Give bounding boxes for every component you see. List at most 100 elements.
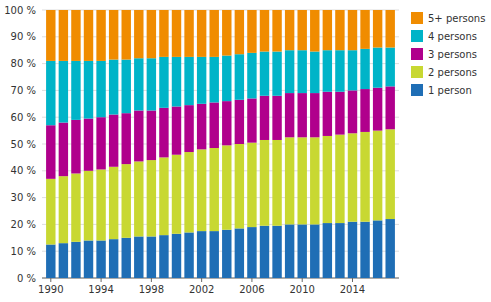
legend: 5+ persons4 persons3 persons2 persons1 p… xyxy=(411,12,485,96)
bar-segment xyxy=(59,123,68,177)
legend-swatch xyxy=(411,48,423,60)
bar-segment xyxy=(323,136,332,223)
legend-swatch xyxy=(411,30,423,42)
bar-segment xyxy=(335,92,344,135)
legend-label: 4 persons xyxy=(428,31,477,42)
bar-segment xyxy=(260,140,269,226)
legend-label: 5+ persons xyxy=(428,13,485,24)
y-tick-label: 0 % xyxy=(17,273,36,284)
bar-segment xyxy=(310,224,319,278)
x-tick-label: 2010 xyxy=(289,284,314,295)
bar-segment xyxy=(385,129,394,219)
y-tick-label: 90 % xyxy=(11,31,36,42)
bar-segment xyxy=(235,10,244,54)
y-tick-label: 50 % xyxy=(11,139,36,150)
grid-line xyxy=(42,251,399,252)
bar-segment xyxy=(323,223,332,278)
bar-segment xyxy=(310,10,319,52)
bar-segment xyxy=(59,10,68,61)
bar-segment xyxy=(172,57,181,107)
bar-segment xyxy=(260,96,269,140)
bar-segment xyxy=(134,58,143,110)
bar-segment xyxy=(134,161,143,236)
x-tick-label: 1998 xyxy=(139,284,164,295)
grid-line xyxy=(42,63,399,64)
legend-swatch xyxy=(411,66,423,78)
bar-segment xyxy=(373,131,382,221)
bar-segment xyxy=(159,108,168,158)
bar-segment xyxy=(184,57,193,105)
x-tick-label: 2006 xyxy=(239,284,264,295)
bar-segment xyxy=(197,10,206,57)
bar-segment xyxy=(222,230,231,278)
bar-segment xyxy=(297,50,306,93)
y-tick-label: 80 % xyxy=(11,58,36,69)
bar-segment xyxy=(46,125,55,179)
bar-segment xyxy=(335,135,344,223)
bar-segment xyxy=(272,96,281,140)
bar-segment xyxy=(373,48,382,88)
grid-line xyxy=(42,36,399,37)
x-tick xyxy=(101,278,102,282)
bar-segment xyxy=(184,232,193,278)
x-axis-line xyxy=(42,278,399,279)
bar-segment xyxy=(335,223,344,278)
bar-segment xyxy=(122,10,131,60)
y-tick-label: 70 % xyxy=(11,85,36,96)
bar-segment xyxy=(96,61,105,117)
bar-segment xyxy=(360,89,369,132)
bar-segment xyxy=(285,93,294,137)
bar-segment xyxy=(247,227,256,278)
grid-line xyxy=(42,197,399,198)
bar-segment xyxy=(109,239,118,278)
bar-segment xyxy=(59,61,68,123)
bar-segment xyxy=(297,137,306,224)
legend-swatch xyxy=(411,84,423,96)
bar-segment xyxy=(84,119,93,171)
bar-segment xyxy=(360,222,369,278)
bar-segment xyxy=(96,117,105,169)
grid-line xyxy=(42,90,399,91)
bar-segment xyxy=(122,164,131,238)
bar-segment xyxy=(172,155,181,234)
grid-line xyxy=(42,10,399,11)
bar-segment xyxy=(147,236,156,278)
bar-segment xyxy=(222,10,231,56)
bar-segment xyxy=(59,176,68,243)
bar-segment xyxy=(134,10,143,58)
bar-segment xyxy=(46,10,55,61)
bar-segment xyxy=(260,226,269,278)
legend-swatch xyxy=(411,12,423,24)
bar-segment xyxy=(159,57,168,108)
bars xyxy=(46,10,395,278)
bar-segment xyxy=(385,219,394,278)
bar-segment xyxy=(147,10,156,58)
axes: 0 %10 %20 %30 %40 %50 %60 %70 %80 %90 %1… xyxy=(4,5,399,296)
bar-segment xyxy=(272,10,281,52)
grid-line xyxy=(42,278,399,279)
bar-segment xyxy=(348,133,357,221)
bar-segment xyxy=(122,113,131,164)
bar-segment xyxy=(197,104,206,150)
bar-segment xyxy=(84,10,93,61)
legend-label: 2 persons xyxy=(428,67,477,78)
bar-segment xyxy=(285,137,294,224)
chart: 0 %10 %20 %30 %40 %50 %60 %70 %80 %90 %1… xyxy=(0,0,491,302)
x-tick xyxy=(251,278,252,282)
x-tick xyxy=(50,278,51,282)
bar-segment xyxy=(84,171,93,241)
y-tick-label: 20 % xyxy=(11,219,36,230)
y-tick-label: 30 % xyxy=(11,192,36,203)
bar-segment xyxy=(260,10,269,52)
bar-segment xyxy=(71,10,80,61)
bar-segment xyxy=(373,88,382,131)
bar-segment xyxy=(247,53,256,99)
bar-segment xyxy=(96,10,105,61)
bar-segment xyxy=(84,61,93,119)
x-tick xyxy=(352,278,353,282)
bar-segment xyxy=(210,231,219,278)
bar-segment xyxy=(348,10,357,50)
y-tick-label: 40 % xyxy=(11,165,36,176)
y-tick-label: 100 % xyxy=(4,5,36,16)
bar-segment xyxy=(247,143,256,227)
